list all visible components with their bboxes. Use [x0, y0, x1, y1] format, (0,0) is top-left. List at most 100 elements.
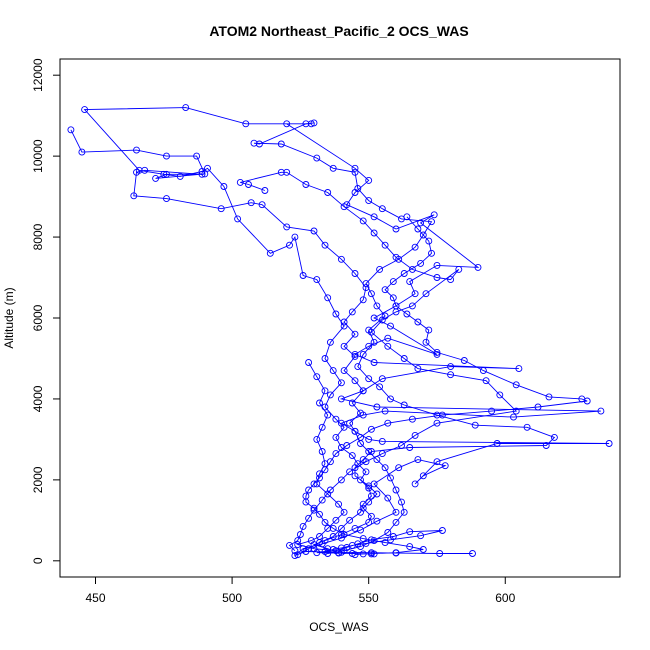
data-point: [247, 199, 255, 207]
data-point: [286, 541, 293, 549]
data-point: [370, 229, 378, 237]
data-point: [482, 377, 490, 385]
data-point: [395, 464, 403, 472]
data-point: [313, 435, 321, 443]
data-point: [425, 237, 433, 245]
data-point: [220, 183, 228, 190]
data-point: [370, 359, 378, 366]
data-point: [406, 278, 414, 286]
data-point: [392, 549, 400, 557]
data-point: [362, 458, 370, 466]
data-point: [376, 265, 384, 273]
data-point: [411, 243, 419, 251]
data-point: [447, 276, 455, 284]
data-point: [321, 548, 329, 555]
data-point: [359, 296, 367, 304]
data-point: [378, 205, 386, 213]
data-point: [291, 552, 299, 560]
data-point: [359, 350, 367, 358]
data-point: [316, 510, 323, 518]
data-point: [340, 203, 348, 211]
data-point: [324, 294, 332, 302]
data-point: [332, 516, 340, 524]
data-point: [534, 403, 542, 411]
data-point: [204, 164, 211, 172]
data-point: [329, 164, 337, 172]
data-point: [163, 152, 170, 160]
data-point: [348, 308, 356, 316]
data-point: [81, 106, 89, 114]
data-point: [321, 537, 329, 545]
data-point: [302, 498, 310, 506]
data-point: [411, 290, 419, 298]
data-point: [340, 423, 348, 431]
data-point: [373, 403, 381, 411]
data-point: [523, 423, 531, 431]
data-point: [348, 452, 356, 460]
data-point: [294, 541, 302, 549]
data-point: [313, 373, 321, 381]
y-tick-label: 2000: [31, 466, 45, 493]
data-point: [67, 126, 75, 134]
data-point: [367, 328, 375, 336]
data-point: [378, 375, 386, 383]
data-point: [310, 506, 318, 514]
data-point: [163, 195, 170, 203]
data-point: [133, 168, 140, 176]
data-point: [133, 146, 140, 154]
data-point: [152, 174, 160, 182]
data-point: [542, 442, 550, 449]
data-point: [217, 205, 225, 213]
data-point: [370, 213, 378, 221]
data-point: [163, 170, 170, 178]
data-point: [329, 546, 337, 553]
data-point: [428, 249, 435, 257]
data-point: [351, 330, 359, 338]
data-point: [389, 294, 397, 302]
data-point: [193, 152, 201, 160]
data-point: [302, 120, 310, 128]
data-point: [351, 270, 359, 277]
data-point: [411, 431, 419, 439]
data-point: [400, 355, 408, 362]
data-point: [182, 104, 190, 112]
data-point: [430, 211, 438, 219]
data-point: [321, 355, 329, 362]
data-point: [597, 407, 605, 415]
data-point: [392, 486, 400, 494]
data-point: [313, 276, 321, 284]
data-point: [310, 119, 318, 127]
y-tick-label: 8000: [31, 223, 45, 250]
data-point: [335, 500, 343, 508]
data-point: [370, 550, 378, 558]
series: [294, 359, 446, 558]
data-point: [381, 407, 389, 415]
data-point: [299, 522, 307, 530]
data-point: [474, 263, 482, 271]
data-point: [441, 462, 449, 470]
data-point: [313, 549, 321, 557]
data-point: [381, 539, 389, 547]
plot-marks: [67, 104, 613, 560]
data-point: [313, 154, 321, 162]
data-point: [422, 338, 430, 346]
data-point: [406, 543, 414, 551]
x-tick-label: 550: [359, 591, 379, 605]
y-axis-label: Altitude (m): [2, 287, 16, 348]
data-point: [337, 395, 345, 403]
x-tick-label: 500: [222, 591, 242, 605]
data-point: [307, 537, 315, 545]
data-point: [417, 532, 425, 540]
data-point: [373, 517, 381, 525]
data-point: [337, 476, 345, 484]
x-tick-label: 600: [495, 591, 515, 605]
data-point: [332, 310, 340, 318]
data-point: [351, 524, 359, 532]
data-point: [425, 326, 433, 334]
data-point: [365, 176, 373, 184]
data-point: [384, 419, 392, 427]
x-axis: 450 500 550 600: [85, 576, 516, 605]
data-point: [392, 225, 400, 233]
data-point: [414, 365, 422, 373]
